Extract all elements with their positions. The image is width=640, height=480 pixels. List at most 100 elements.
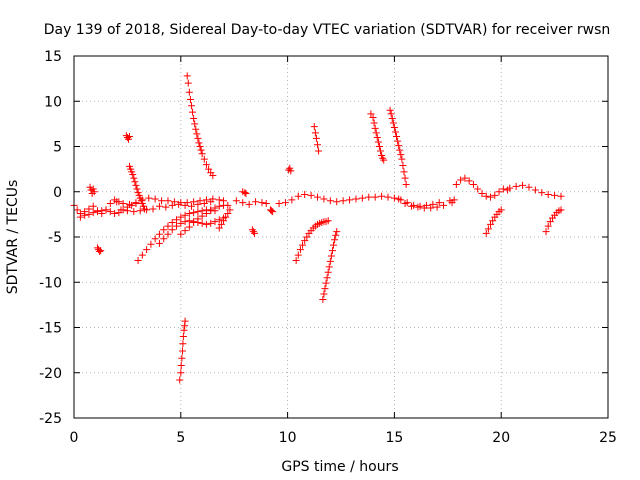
data-point	[113, 198, 121, 206]
data-point	[379, 154, 387, 162]
data-point	[193, 130, 201, 138]
data-point	[215, 216, 223, 224]
data-point	[287, 167, 295, 175]
data-point	[371, 193, 379, 201]
data-point	[544, 190, 552, 198]
data-point	[145, 194, 153, 202]
data-point	[557, 192, 565, 200]
data-point	[461, 174, 469, 182]
data-point	[147, 240, 155, 248]
data-point	[372, 129, 380, 137]
data-point	[495, 188, 503, 196]
data-point	[190, 219, 198, 227]
data-point	[525, 183, 533, 191]
data-point	[450, 196, 458, 204]
data-point	[377, 147, 385, 155]
data-point	[239, 199, 247, 207]
data-point	[365, 193, 373, 201]
data-point	[155, 202, 163, 210]
x-tick-label: 25	[599, 430, 617, 446]
data-point	[389, 119, 397, 127]
data-point	[181, 317, 189, 325]
data-point	[155, 230, 163, 238]
data-point	[168, 219, 176, 227]
data-point	[487, 220, 495, 228]
data-point	[143, 206, 151, 214]
data-point	[387, 110, 395, 118]
data-point	[130, 174, 138, 182]
series-descent-2.6	[126, 162, 148, 213]
data-point	[327, 252, 335, 260]
data-point	[314, 193, 322, 201]
series-rise-5.0	[177, 201, 232, 238]
data-point	[186, 95, 194, 103]
data-point	[314, 141, 322, 149]
data-point	[132, 181, 140, 189]
data-point	[330, 241, 338, 249]
data-point	[158, 197, 166, 205]
y-tick-label: -25	[39, 411, 62, 427]
data-point	[207, 198, 215, 206]
data-point	[310, 123, 318, 131]
data-point	[136, 207, 144, 215]
data-point	[398, 155, 406, 163]
data-point	[373, 133, 381, 141]
data-point	[175, 200, 183, 208]
series-band-15.5	[395, 195, 448, 212]
data-point	[179, 347, 187, 355]
data-point	[232, 197, 240, 205]
x-tick-label: 0	[70, 430, 79, 446]
data-point	[465, 177, 473, 185]
data-point	[119, 200, 127, 208]
data-point	[160, 226, 168, 234]
data-point	[187, 202, 195, 210]
data-point	[400, 168, 408, 176]
data-point	[190, 114, 198, 122]
data-point	[281, 199, 289, 207]
data-point	[292, 257, 300, 265]
data-point	[474, 185, 482, 193]
data-point	[420, 204, 428, 212]
data-point	[185, 217, 193, 225]
y-tick-label: -20	[39, 366, 62, 382]
data-point	[194, 215, 202, 223]
data-point	[319, 295, 327, 303]
data-point	[370, 119, 378, 127]
data-point	[173, 216, 181, 224]
series-spike-17.7	[446, 196, 458, 207]
data-point	[323, 274, 331, 282]
data-point	[546, 218, 554, 226]
series-dip-11.7	[319, 228, 341, 303]
data-point	[76, 213, 84, 221]
data-point	[126, 133, 134, 141]
data-point	[390, 194, 398, 202]
data-point	[332, 231, 340, 239]
data-point	[215, 202, 223, 210]
data-point	[102, 206, 110, 214]
data-point	[435, 199, 443, 207]
data-point	[195, 139, 203, 147]
data-point	[173, 222, 181, 230]
data-point	[151, 235, 159, 243]
chart-title: Day 139 of 2018, Sidereal Day-to-day VTE…	[44, 22, 611, 38]
data-point	[395, 142, 403, 150]
tick-layer: 0 5 10 15 20 25 -25 -20 -15 -10 -5 0 5 10 15	[39, 49, 617, 446]
data-point	[322, 279, 330, 287]
data-point	[200, 155, 208, 163]
data-point	[301, 237, 309, 245]
data-point	[194, 208, 202, 216]
data-point	[183, 72, 191, 80]
data-point	[326, 197, 334, 205]
data-point	[258, 199, 266, 207]
data-point	[202, 196, 210, 204]
data-point	[185, 223, 193, 231]
data-point	[312, 134, 320, 142]
data-point	[414, 203, 422, 211]
data-point	[81, 211, 89, 219]
series-band-10	[275, 190, 443, 210]
data-point	[401, 200, 409, 208]
series-decay-14.8	[386, 106, 410, 189]
data-point	[531, 186, 539, 194]
data-point	[482, 229, 490, 237]
data-point	[506, 184, 514, 192]
